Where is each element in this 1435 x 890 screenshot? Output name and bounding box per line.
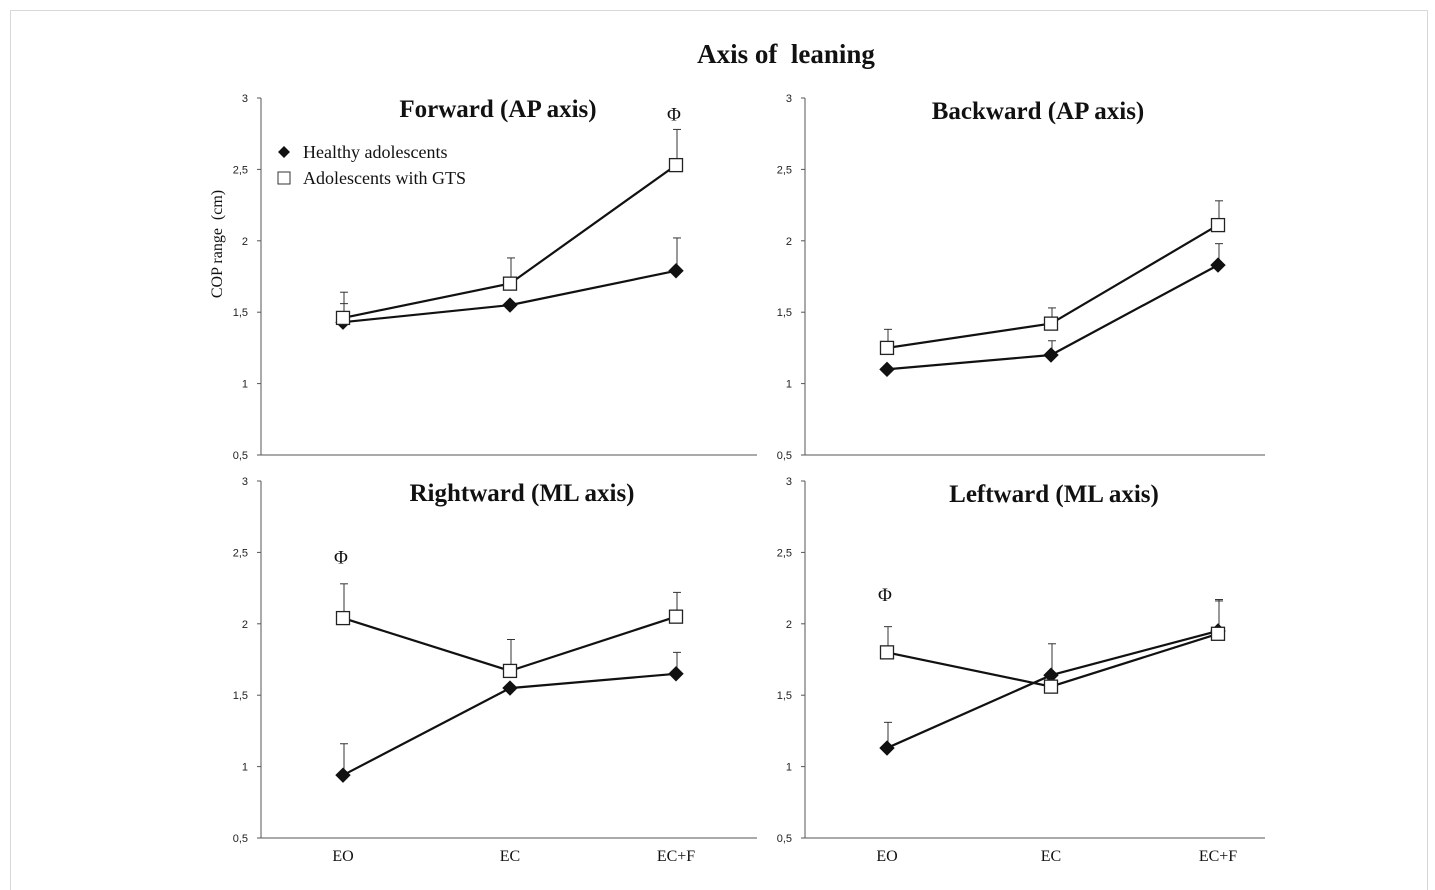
y-tick-label: 2: [786, 619, 792, 631]
significance-marker: Φ: [334, 548, 348, 569]
panel-title: Forward (AP axis): [399, 96, 596, 123]
y-tick-label: 1: [242, 762, 248, 774]
y-tick-label: 2,5: [777, 164, 792, 176]
healthy-point: [879, 361, 895, 378]
x-tick-label: EC: [1041, 848, 1061, 865]
gts-point: [668, 157, 684, 173]
y-tick-label: 3: [242, 93, 248, 105]
y-tick-label: 1,5: [233, 307, 248, 319]
healthy-point: [502, 297, 518, 313]
x-tick-label: EC+F: [1199, 848, 1237, 865]
gts-point: [335, 610, 351, 626]
y-tick-label: 3: [786, 93, 792, 105]
y-tick-label: 0,5: [777, 450, 792, 462]
y-tick-label: 1,5: [777, 690, 792, 702]
panel-title: Leftward (ML axis): [949, 481, 1159, 508]
gts-point: [502, 276, 518, 291]
gts-point: [1043, 679, 1059, 694]
healthy-point: [1043, 347, 1059, 363]
significance-marker: Φ: [667, 105, 681, 126]
healthy-point: [879, 740, 895, 756]
y-tick-label: 1,5: [233, 690, 248, 702]
gts-point: [1043, 316, 1059, 331]
x-tick-label: EC: [500, 848, 520, 865]
healthy-point: [1210, 257, 1226, 273]
y-tick-label: 0,5: [233, 833, 248, 845]
y-tick-label: 1: [786, 762, 792, 774]
legend-healthy-marker: [278, 146, 290, 158]
healthy-point: [668, 263, 684, 279]
healthy-point: [335, 767, 351, 783]
y-tick-label: 0,5: [777, 833, 792, 845]
panel-3: 0,5 1 1,5 2 2,5 3 EO EC EC+F Rightward (ML axis) Φ: [233, 476, 757, 865]
figure-frame: [10, 10, 1428, 890]
panel-2: 0,5 1 1,5 2 2,5 3 Backward (AP axis): [777, 93, 1265, 462]
y-tick-label: 3: [242, 476, 248, 488]
significance-marker: Φ: [878, 585, 892, 606]
y-tick-label: 2,5: [233, 547, 248, 559]
y-tick-label: 1: [786, 379, 792, 391]
gts-point: [335, 310, 351, 326]
panel-title: Backward (AP axis): [932, 98, 1145, 125]
y-tick-label: 2: [242, 236, 248, 248]
y-tick-label: 0,5: [233, 450, 248, 462]
panels: 0,5 1 1,5 2 2,5 3 Forward (AP axis) Φ Healthy ad…: [233, 93, 1265, 865]
gts-point: [1210, 626, 1226, 641]
y-tick-label: 2: [786, 236, 792, 248]
y-axis-label: COP range (cm): [209, 190, 226, 298]
gts-point: [879, 340, 895, 356]
healthy-point: [502, 680, 518, 696]
y-tick-label: 2,5: [777, 547, 792, 559]
y-tick-label: 1,5: [777, 307, 792, 319]
figure-title: Axis of leaning: [697, 39, 875, 69]
healthy-point: [668, 666, 684, 682]
legend-label: Healthy adolescents: [303, 142, 447, 162]
panel-title: Rightward (ML axis): [410, 480, 635, 507]
legend-label: Adolescents with GTS: [303, 168, 466, 188]
y-tick-label: 3: [786, 476, 792, 488]
gts-point: [879, 645, 895, 660]
x-tick-label: EO: [332, 848, 353, 865]
gts-series-line: [342, 164, 677, 319]
legend: Healthy adolescents Adolescents with GTS: [277, 142, 466, 188]
y-tick-label: 2,5: [233, 164, 248, 176]
y-tick-label: 1: [242, 379, 248, 391]
panel-1: 0,5 1 1,5 2 2,5 3 Forward (AP axis) Φ Healthy ad…: [233, 93, 757, 462]
gts-point: [668, 609, 684, 624]
x-tick-label: EO: [876, 848, 897, 865]
x-tick-label: EC+F: [657, 848, 695, 865]
gts-point: [1210, 217, 1226, 233]
gts-point: [502, 663, 518, 679]
panel-4: 0,5 1 1,5 2 2,5 3 EO EC EC+F Leftward (ML axis) Φ: [777, 476, 1265, 865]
gts-series-line: [342, 615, 677, 673]
legend-gts-marker: [277, 171, 291, 185]
y-tick-label: 2: [242, 619, 248, 631]
